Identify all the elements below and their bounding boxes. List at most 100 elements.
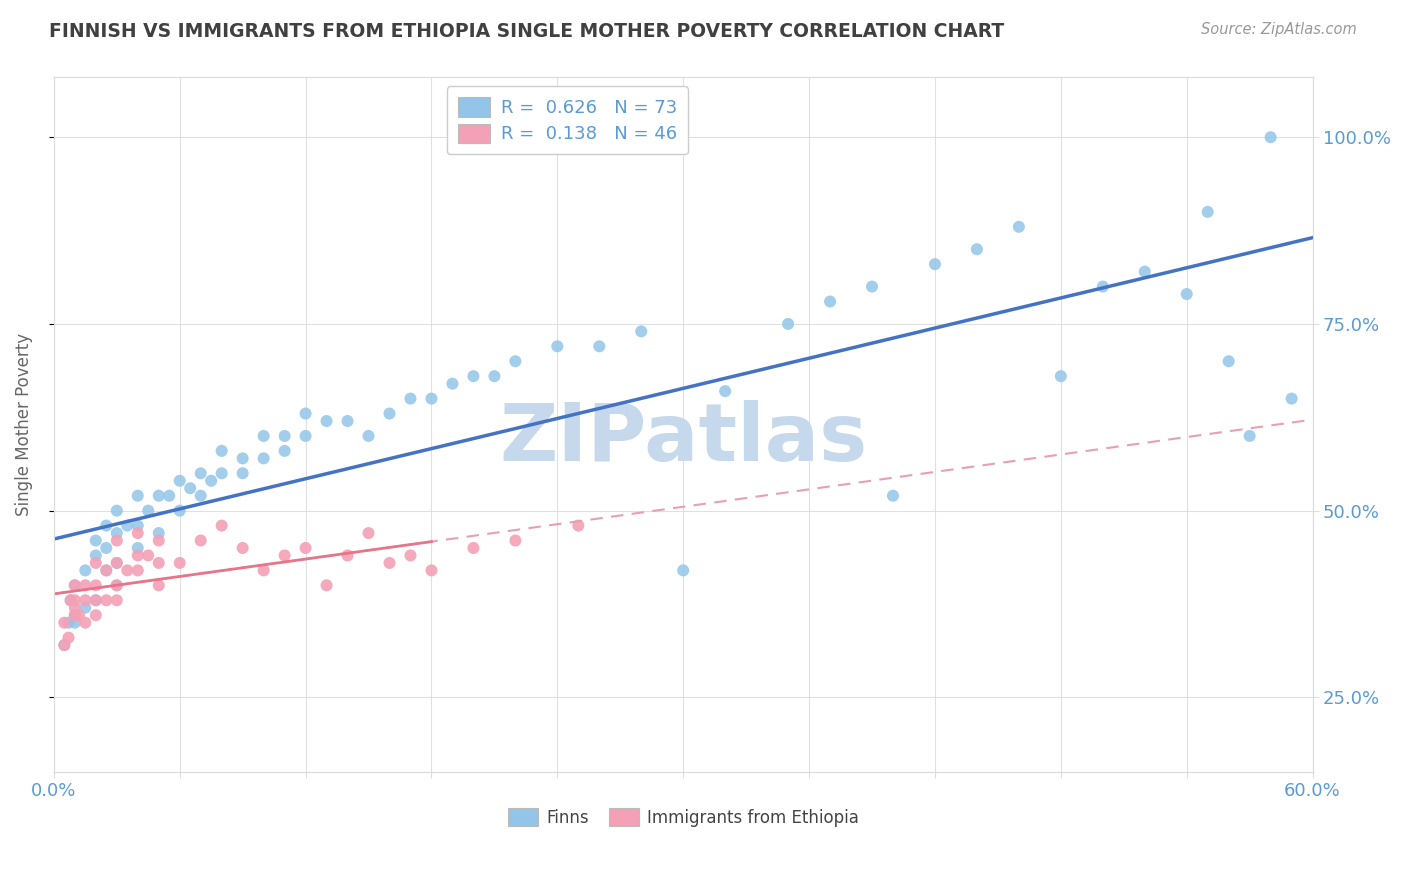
Point [63,600,86,615]
Point [1260,130,1282,145]
Point [127,489,149,503]
Point [200,474,222,488]
Point [58,631,80,645]
Point [253,563,276,577]
Point [63,593,86,607]
Point [273,429,295,443]
Point [232,541,254,555]
Point [420,392,443,406]
Point [75,593,97,607]
Point [253,451,276,466]
Point [463,541,485,555]
Point [148,526,170,541]
Point [357,429,380,443]
Legend: Finns, Immigrants from Ethiopia: Finns, Immigrants from Ethiopia [501,801,866,833]
Point [157,489,180,503]
Point [169,474,191,488]
Point [136,549,159,563]
Point [211,518,233,533]
Point [63,608,86,623]
Point [63,578,86,592]
Point [148,556,170,570]
Point [84,533,107,548]
Point [630,325,652,339]
Point [84,593,107,607]
Point [399,549,422,563]
Point [105,503,128,517]
Point [1008,219,1031,234]
Point [1050,369,1073,384]
Point [463,369,485,384]
Point [117,518,139,533]
Point [441,376,464,391]
Point [588,339,610,353]
Point [96,593,118,607]
Point [273,443,295,458]
Point [105,526,128,541]
Point [75,615,97,630]
Point [546,339,568,353]
Point [169,503,191,517]
Point [315,414,337,428]
Point [1175,287,1198,301]
Point [75,578,97,592]
Point [127,518,149,533]
Point [105,578,128,592]
Point [105,578,128,592]
Point [315,578,337,592]
Point [484,369,506,384]
Point [84,593,107,607]
Point [672,563,695,577]
Point [505,354,527,368]
Point [67,608,90,623]
Point [96,563,118,577]
Point [294,429,316,443]
Point [253,429,276,443]
Point [84,556,107,570]
Point [1133,265,1156,279]
Point [357,526,380,541]
Point [75,600,97,615]
Point [53,638,76,652]
Point [1281,392,1303,406]
Point [96,541,118,555]
Point [96,518,118,533]
Point [136,503,159,517]
Point [53,638,76,652]
Point [148,533,170,548]
Point [63,608,86,623]
Point [1239,429,1261,443]
Point [105,593,128,607]
Point [96,563,118,577]
Point [84,608,107,623]
Point [420,563,443,577]
Point [169,556,191,570]
Point [378,407,401,421]
Point [53,615,76,630]
Point [294,541,316,555]
Point [1091,279,1114,293]
Point [378,556,401,570]
Text: Source: ZipAtlas.com: Source: ZipAtlas.com [1201,22,1357,37]
Point [924,257,946,271]
Point [127,526,149,541]
Point [63,578,86,592]
Point [179,481,201,495]
Point [105,533,128,548]
Point [778,317,800,331]
Point [232,467,254,481]
Text: FINNISH VS IMMIGRANTS FROM ETHIOPIA SINGLE MOTHER POVERTY CORRELATION CHART: FINNISH VS IMMIGRANTS FROM ETHIOPIA SING… [49,22,1004,41]
Point [84,549,107,563]
Point [127,541,149,555]
Point [966,242,988,256]
Y-axis label: Single Mother Poverty: Single Mother Poverty [15,334,32,516]
Point [399,392,422,406]
Point [148,489,170,503]
Point [58,615,80,630]
Point [273,549,295,563]
Point [105,556,128,570]
Point [190,533,212,548]
Point [714,384,737,398]
Point [117,563,139,577]
Point [105,556,128,570]
